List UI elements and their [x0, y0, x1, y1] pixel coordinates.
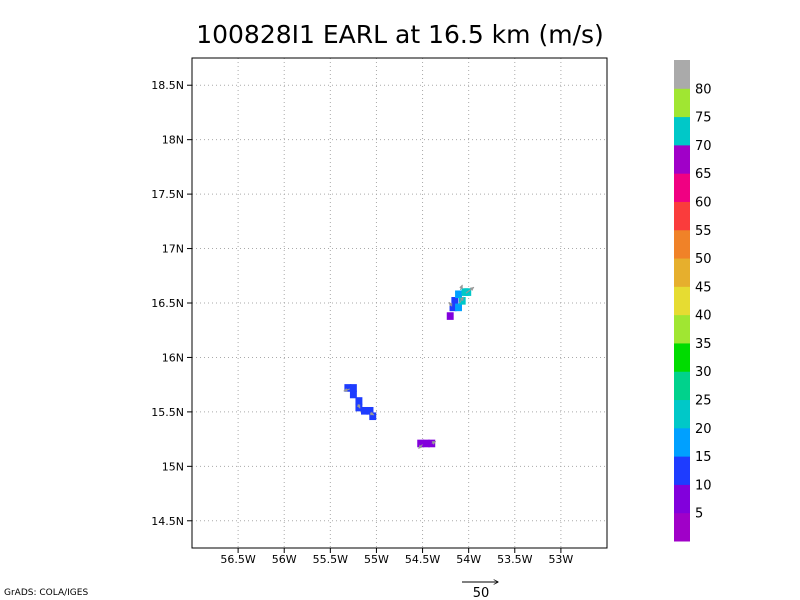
y-tick-label: 16N: [162, 351, 184, 364]
reference-vector: 50: [462, 582, 498, 600]
colorbar-swatch: [674, 512, 690, 542]
colorbar-swatch: [674, 88, 690, 118]
x-tick-label: 55.5W: [313, 553, 348, 566]
wind-vector: [459, 296, 464, 304]
x-tick-label: 53.5W: [497, 553, 532, 566]
data-cell: [446, 312, 454, 320]
x-axis-ticks: 56.5W 56W 55.5W 55W 54.5W 54W 53.5W 53W: [220, 548, 573, 566]
colorbar-label: 35: [695, 337, 712, 352]
data-cell: [417, 439, 425, 448]
data-cell: [422, 439, 430, 448]
colorbar-swatch: [674, 116, 690, 146]
y-axis-ticks: 14.5N 15N 15.5N 16N 16.5N 17N 17.5N 18N 18.5N: [151, 79, 192, 528]
y-tick-label: 15N: [162, 460, 184, 473]
wind-vector: [369, 411, 375, 416]
colorbar-label: 40: [695, 309, 712, 324]
colorbar-label: 20: [695, 422, 712, 437]
y-tick-label: 18N: [162, 134, 184, 147]
wind-vector: [459, 284, 463, 291]
colorbar-swatch: [674, 60, 690, 89]
colorbar-label: 15: [695, 450, 712, 465]
wind-vector: [465, 286, 475, 294]
x-tick-label: 56.5W: [220, 553, 255, 566]
wind-vector: [418, 444, 423, 449]
wind-vector: [343, 387, 350, 392]
y-tick-label: 15.5N: [151, 406, 184, 419]
colorbar-swatch: [674, 173, 690, 202]
colorbar-label: 60: [695, 195, 712, 210]
data-cell: [455, 290, 462, 299]
colorbar-swatch: [674, 229, 690, 259]
colorbar-label: 10: [695, 478, 712, 493]
colorbar-swatch: [674, 314, 690, 344]
data-cell: [449, 303, 457, 312]
colorbar-swatch: [674, 371, 690, 401]
colorbar-label: 45: [695, 280, 712, 295]
x-tick-label: 54.5W: [405, 553, 440, 566]
data-cell: [366, 406, 374, 415]
data-cell: [369, 412, 377, 421]
reference-vector-label: 50: [473, 586, 490, 600]
colorbar: 5 10 15 20 25 30 35 40 45 50 55 60 65 70 75 80: [674, 60, 712, 542]
colorbar-label: 5: [695, 507, 703, 522]
wind-vectors: [343, 284, 475, 449]
wind-vector: [431, 441, 437, 445]
colorbar-label: 50: [695, 252, 712, 267]
colorbar-swatch: [674, 144, 690, 174]
colorbar-swatch: [674, 286, 690, 316]
chart-title: 100828I1 EARL at 16.5 km (m/s): [196, 20, 604, 49]
colorbar-label: 80: [695, 82, 712, 97]
grid: [192, 58, 607, 548]
wind-vector: [356, 404, 361, 409]
y-tick-label: 17.5N: [151, 188, 184, 201]
data-cell: [455, 303, 462, 312]
data-cells: [344, 288, 472, 448]
colorbar-swatch: [674, 427, 690, 457]
credit-text: GrADS: COLA/IGES: [4, 588, 89, 598]
wind-vector: [448, 301, 453, 307]
data-cell: [349, 384, 357, 392]
data-cell: [349, 390, 357, 399]
colorbar-label: 65: [695, 167, 712, 182]
x-tick-label: 53W: [548, 553, 573, 566]
colorbar-label: 75: [695, 111, 712, 126]
x-tick-label: 54W: [456, 553, 481, 566]
y-tick-label: 16.5N: [151, 297, 184, 310]
colorbar-swatch: [674, 342, 690, 372]
colorbar-label: 55: [695, 224, 712, 239]
y-tick-label: 17N: [162, 243, 184, 256]
data-cell: [360, 406, 368, 415]
colorbar-swatch: [674, 258, 690, 287]
colorbar-swatch: [674, 201, 690, 231]
x-tick-label: 56W: [272, 553, 297, 566]
colorbar-label: 70: [695, 139, 712, 154]
y-tick-label: 18.5N: [151, 79, 184, 92]
colorbar-label: 25: [695, 394, 712, 409]
colorbar-swatch: [674, 399, 690, 429]
x-tick-label: 55W: [364, 553, 389, 566]
data-cell: [451, 297, 459, 305]
colorbar-swatch: [674, 484, 690, 514]
y-tick-label: 14.5N: [151, 515, 184, 528]
colorbar-swatch: [674, 456, 690, 485]
data-cell: [344, 384, 352, 392]
data-cell: [355, 397, 363, 405]
colorbar-label: 30: [695, 365, 712, 380]
